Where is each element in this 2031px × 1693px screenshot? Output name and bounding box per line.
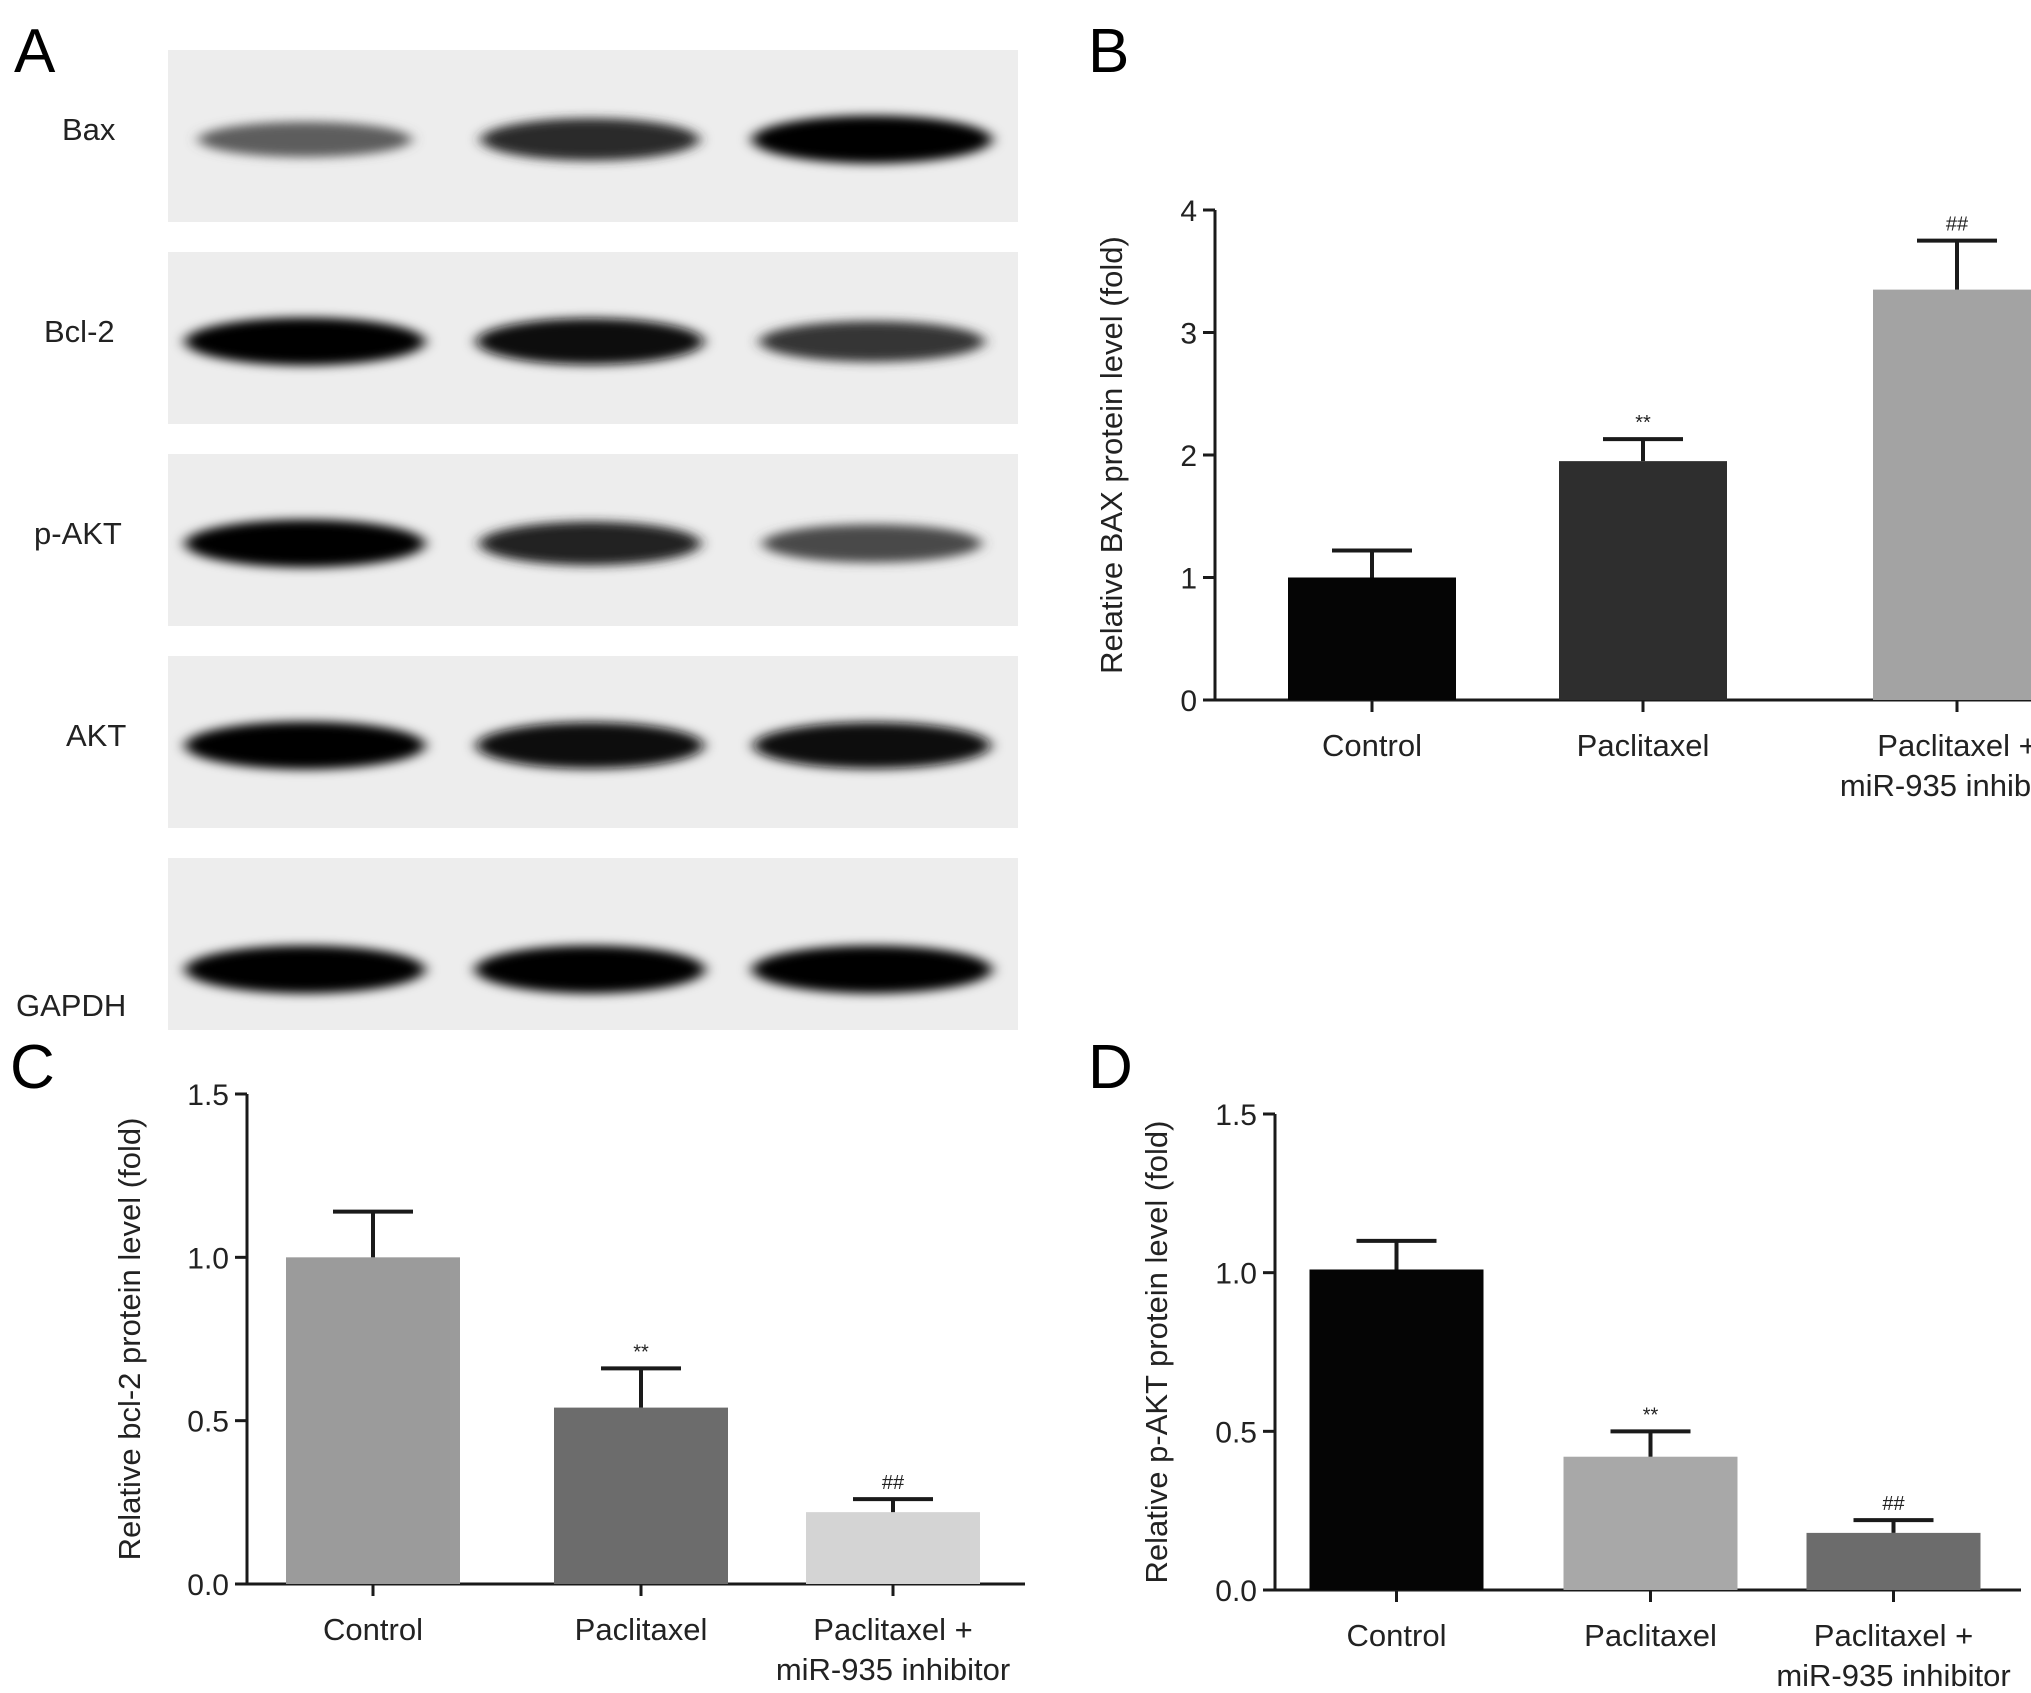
western-blot-panel: Bax Bcl-2 p-AKT AKT GAPDH <box>16 50 1018 1030</box>
y-tick-label: 0 <box>1180 685 1197 718</box>
y-tick-label: 4 <box>1180 195 1197 228</box>
blot-band <box>185 945 425 994</box>
y-tick-label: 2 <box>1180 440 1197 473</box>
bar <box>1873 289 2031 700</box>
blot-band <box>752 115 992 164</box>
blot-band <box>480 118 700 161</box>
blot-band <box>185 519 425 568</box>
blot-band <box>753 722 991 769</box>
y-tick-label: 1.0 <box>187 1242 229 1275</box>
x-category-label: miR-935 inhibitor <box>776 1652 1010 1687</box>
x-category-label: Paclitaxel <box>1577 728 1710 763</box>
blot-band <box>476 722 704 769</box>
x-category-label: Paclitaxel + <box>813 1612 972 1647</box>
panel-letter-d: D <box>1088 1033 1133 1102</box>
x-category-label: miR-935 inhibitor <box>1840 768 2031 803</box>
x-category-label: Control <box>323 1612 423 1647</box>
y-tick-label: 1.0 <box>1215 1258 1257 1291</box>
blot-band <box>752 945 992 994</box>
x-category-label: Paclitaxel <box>575 1612 708 1647</box>
y-tick-label: 0.5 <box>1215 1416 1257 1449</box>
blot-band <box>475 945 705 994</box>
y-tick-label: 3 <box>1180 318 1197 351</box>
y-tick-label: 1.5 <box>1215 1099 1257 1132</box>
bar <box>554 1407 728 1584</box>
y-tick-label: 0.0 <box>187 1569 229 1602</box>
blot-row-label: Bcl-2 <box>44 314 115 349</box>
x-category-label: Paclitaxel + <box>1877 728 2031 763</box>
panel-letter-a: A <box>14 17 56 86</box>
x-category-label: Control <box>1347 1618 1447 1653</box>
x-category-label: Control <box>1322 728 1422 763</box>
y-axis-label: Relative bcl-2 protein level (fold) <box>112 1118 147 1561</box>
blot-row-label: p-AKT <box>34 516 122 551</box>
y-tick-label: 1 <box>1180 563 1197 596</box>
blot-row-label: AKT <box>66 718 126 753</box>
y-axis-label: Relative BAX protein level (fold) <box>1094 236 1129 674</box>
bar-chart-pakt: 0.0 0.5 1.0 1.5 Relative p-AKT protein level… <box>1139 1099 2021 1693</box>
bar <box>1559 461 1727 700</box>
blot-row-label: GAPDH <box>16 988 126 1023</box>
bar <box>1309 1269 1484 1590</box>
significance-marker: ## <box>882 1472 905 1494</box>
bar <box>806 1512 980 1584</box>
blot-band <box>759 320 985 362</box>
x-category-label: Paclitaxel <box>1584 1618 1717 1653</box>
y-tick-label: 1.5 <box>187 1079 229 1112</box>
bar <box>1563 1456 1738 1590</box>
y-axis-label: Relative p-AKT protein level (fold) <box>1139 1121 1174 1584</box>
blot-band <box>198 121 412 158</box>
significance-marker: ** <box>1643 1404 1659 1426</box>
blot-row-label: Bax <box>62 112 116 147</box>
blot-strip <box>168 858 1018 1030</box>
bar-chart-bax: 0 1 2 3 4 Relative BAX protein level (fold) Co… <box>1094 195 2031 803</box>
significance-marker: ## <box>1882 1493 1905 1515</box>
x-category-label: Paclitaxel + <box>1814 1618 1973 1653</box>
blot-band <box>762 524 982 563</box>
bar <box>1806 1532 1981 1590</box>
significance-marker: ## <box>1946 214 1969 236</box>
bar <box>1288 577 1456 700</box>
bar-chart-bcl2: 0.0 0.5 1.0 1.5 Relative bcl-2 protein level… <box>112 1079 1025 1687</box>
blot-band <box>185 721 425 770</box>
x-category-label: miR-935 inhibitor <box>1776 1658 2010 1693</box>
panel-letter-b: B <box>1088 17 1129 86</box>
panel-letter-c: C <box>10 1033 55 1102</box>
blot-band <box>479 521 701 566</box>
blot-band <box>476 318 704 365</box>
blot-band <box>185 317 425 366</box>
bar <box>286 1257 460 1584</box>
significance-marker: ** <box>1635 412 1651 434</box>
y-tick-label: 0.0 <box>1215 1575 1257 1608</box>
y-tick-label: 0.5 <box>187 1406 229 1439</box>
significance-marker: ** <box>633 1341 649 1363</box>
